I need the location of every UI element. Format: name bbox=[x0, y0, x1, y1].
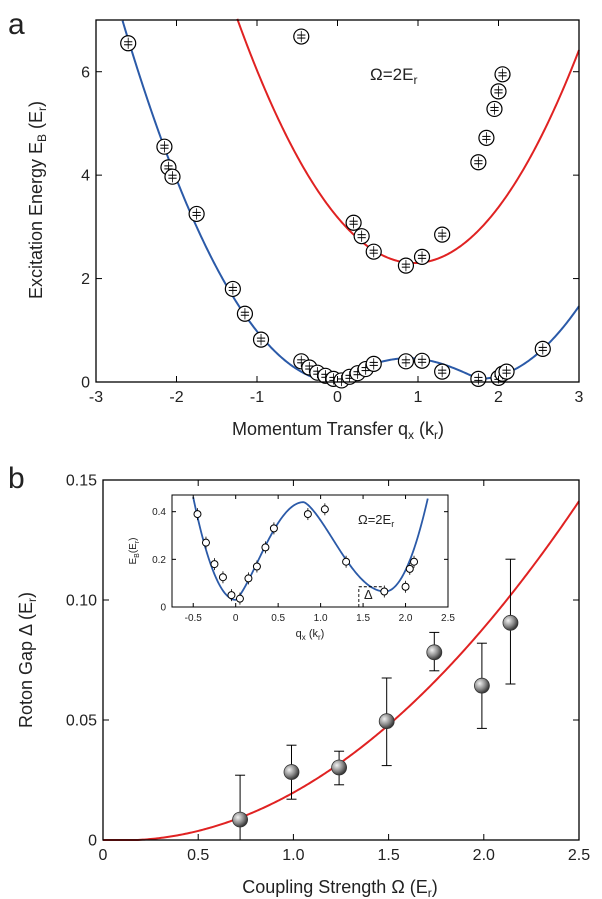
inset-data-point bbox=[227, 591, 236, 600]
panel-b-data-point bbox=[502, 614, 519, 631]
inset-xtick-label: 2.0 bbox=[399, 613, 413, 624]
inset-data-point bbox=[303, 510, 312, 519]
inset-frame bbox=[171, 494, 449, 608]
panel-a-plot-area bbox=[120, 18, 580, 389]
panel-a-annotation: Ω=2Er bbox=[370, 65, 417, 87]
inset-xtick-label: 1.5 bbox=[356, 613, 370, 624]
inset-plot-area bbox=[192, 496, 429, 607]
panel-b-label: b bbox=[8, 462, 25, 495]
panel-a-xtick-label: -3 bbox=[89, 389, 103, 406]
panel-a-ytick-label: 0 bbox=[81, 375, 90, 392]
inset-data-point bbox=[405, 564, 414, 573]
inset-data-point bbox=[252, 562, 261, 571]
panel-b-ytick-label: 0 bbox=[88, 833, 97, 850]
panel-b-data-point bbox=[426, 644, 443, 661]
panel-a-xtick-label: 2 bbox=[494, 389, 503, 406]
inset-xtick-label: 1.0 bbox=[314, 613, 328, 624]
inset-annotation: Ω=2Er bbox=[358, 512, 394, 529]
inset-data-point bbox=[269, 524, 278, 533]
panel-b-data-point bbox=[283, 764, 300, 780]
panel-b-xtick-label: 1.5 bbox=[377, 847, 399, 864]
panel-b-data-point bbox=[473, 677, 490, 694]
panel-b-ytick-label: 0.10 bbox=[66, 593, 97, 610]
panel-b-data-point bbox=[331, 759, 347, 776]
inset-data-point bbox=[201, 538, 210, 547]
red-fit-curve bbox=[236, 18, 580, 265]
panel-b-ytick-label: 0.05 bbox=[66, 713, 97, 730]
panel-b: b 0 0.5 1.0 1.5 2.0 2.5 0 0.05 0.10 0.15 Coupling… bbox=[8, 462, 590, 899]
inset-data-point bbox=[244, 574, 253, 583]
panel-a-xtick-label: 0 bbox=[333, 389, 342, 406]
panel-a-xlabel: Momentum Transfer qx (kr) bbox=[232, 419, 444, 442]
inset-xtick-label: 0 bbox=[233, 613, 239, 624]
panel-a-label: a bbox=[8, 8, 25, 41]
panel-a-xtick-label: 3 bbox=[575, 389, 584, 406]
panel-b-ticks: 0 0.5 1.0 1.5 2.0 2.5 0 0.05 0.10 0.15 bbox=[66, 473, 590, 864]
panel-b-ytick-label: 0.15 bbox=[66, 473, 97, 490]
inset-xtick-label: 2.5 bbox=[441, 613, 455, 624]
panel-b-xtick-label: 2.0 bbox=[473, 847, 495, 864]
inset-data-point bbox=[235, 594, 244, 603]
panel-b-data-point bbox=[232, 811, 248, 828]
panel-b-xtick-label: 0 bbox=[99, 847, 108, 864]
inset-data-point bbox=[380, 587, 389, 596]
inset-data-point bbox=[401, 582, 410, 591]
inset-gap-label: Δ bbox=[364, 587, 373, 602]
panel-a-ytick-label: 4 bbox=[81, 168, 90, 185]
inset-data-point bbox=[342, 557, 351, 566]
panel-b-inset: -0.5 0 0.5 1.0 1.5 2.0 2.5 0 0.2 0.4 Ω=2Er qx (kr… bbox=[128, 494, 455, 642]
panel-a-ticks: -3 -2 -1 0 1 2 3 0 2 4 6 bbox=[81, 20, 584, 406]
panel-a-ylabel: Excitation Energy EB (Er) bbox=[26, 101, 49, 299]
inset-fit-curve bbox=[192, 496, 429, 601]
inset-data-point bbox=[218, 573, 227, 582]
inset-data-point bbox=[410, 557, 419, 566]
panel-b-ylabel: Roton Gap Δ (Er) bbox=[16, 592, 39, 728]
inset-xlabel: qx (kr) bbox=[296, 628, 325, 642]
panel-b-xtick-label: 0.5 bbox=[187, 847, 209, 864]
panel-a-ytick-label: 2 bbox=[81, 271, 90, 288]
inset-ticks: -0.5 0 0.5 1.0 1.5 2.0 2.5 0 0.2 0.4 bbox=[152, 495, 455, 624]
panel-a-xtick-label: -2 bbox=[169, 389, 183, 406]
inset-xtick-label: -0.5 bbox=[185, 613, 203, 624]
panel-a-xtick-label: 1 bbox=[414, 389, 423, 406]
panel-a-xtick-label: -1 bbox=[250, 389, 264, 406]
panel-b-data-point bbox=[378, 713, 395, 730]
panel-b-frame bbox=[102, 479, 580, 841]
panel-b-xtick-label: 1.0 bbox=[282, 847, 304, 864]
inset-ytick-label: 0.2 bbox=[152, 555, 166, 566]
inset-data-point bbox=[320, 505, 329, 514]
panel-a: a -3 -2 -1 0 1 2 3 0 2 4 6 Ω=2Er Momentum Transfer… bbox=[8, 8, 584, 442]
inset-data-point bbox=[210, 560, 219, 569]
panel-a-ytick-label: 6 bbox=[81, 64, 90, 81]
inset-xtick-label: 0.5 bbox=[271, 613, 285, 624]
inset-data-point bbox=[261, 543, 270, 552]
inset-ytick-label: 0 bbox=[160, 603, 166, 614]
inset-ytick-label: 0.4 bbox=[152, 507, 166, 518]
panel-b-xtick-label: 2.5 bbox=[568, 847, 590, 864]
panel-b-plot-area bbox=[103, 500, 580, 841]
inset-data-point bbox=[193, 510, 202, 519]
inset-ylabel: EB(Er) bbox=[128, 537, 141, 564]
panel-b-xlabel: Coupling Strength Ω (Er) bbox=[242, 877, 438, 899]
